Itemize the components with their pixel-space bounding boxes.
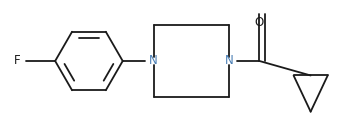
Text: N: N (224, 55, 233, 67)
Text: F: F (14, 55, 21, 67)
Text: O: O (255, 16, 264, 29)
Text: N: N (149, 55, 158, 67)
